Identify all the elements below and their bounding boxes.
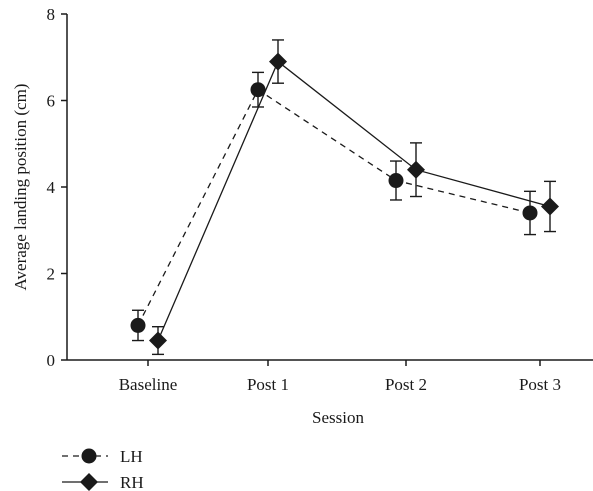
data-point [131, 318, 146, 333]
series-line [158, 62, 550, 341]
data-point [149, 332, 167, 350]
x-tick-label: Baseline [119, 375, 178, 394]
y-tick-label: 6 [47, 92, 56, 111]
legend-label: LH [120, 447, 143, 466]
y-tick-label: 0 [47, 351, 56, 370]
data-point [523, 205, 538, 220]
legend: LH RH [62, 447, 144, 491]
legend-item-lh: LH [62, 447, 143, 466]
series-lh [131, 72, 538, 340]
legend-marker [82, 449, 97, 464]
legend-item-rh: RH [62, 473, 144, 491]
x-tick-label: Post 2 [385, 375, 427, 394]
y-tick-label: 4 [47, 178, 56, 197]
legend-label: RH [120, 473, 144, 491]
y-tick-label: 2 [47, 265, 56, 284]
data-point [269, 53, 287, 71]
series-line [138, 90, 530, 326]
data-point [541, 197, 559, 215]
series-rh [149, 40, 559, 354]
x-tick-label: Post 1 [247, 375, 289, 394]
data-point [389, 173, 404, 188]
x-tick-label: Post 3 [519, 375, 561, 394]
legend-marker [80, 473, 98, 491]
y-tick-label: 8 [47, 5, 56, 24]
axes: 0 2 4 6 8 Baseline Post 1 Post 2 Post 3 [47, 5, 593, 394]
plot-area [131, 40, 560, 354]
data-point [407, 161, 425, 179]
y-axis-label: Average landing position (cm) [11, 84, 30, 291]
x-axis-label: Session [312, 408, 364, 427]
